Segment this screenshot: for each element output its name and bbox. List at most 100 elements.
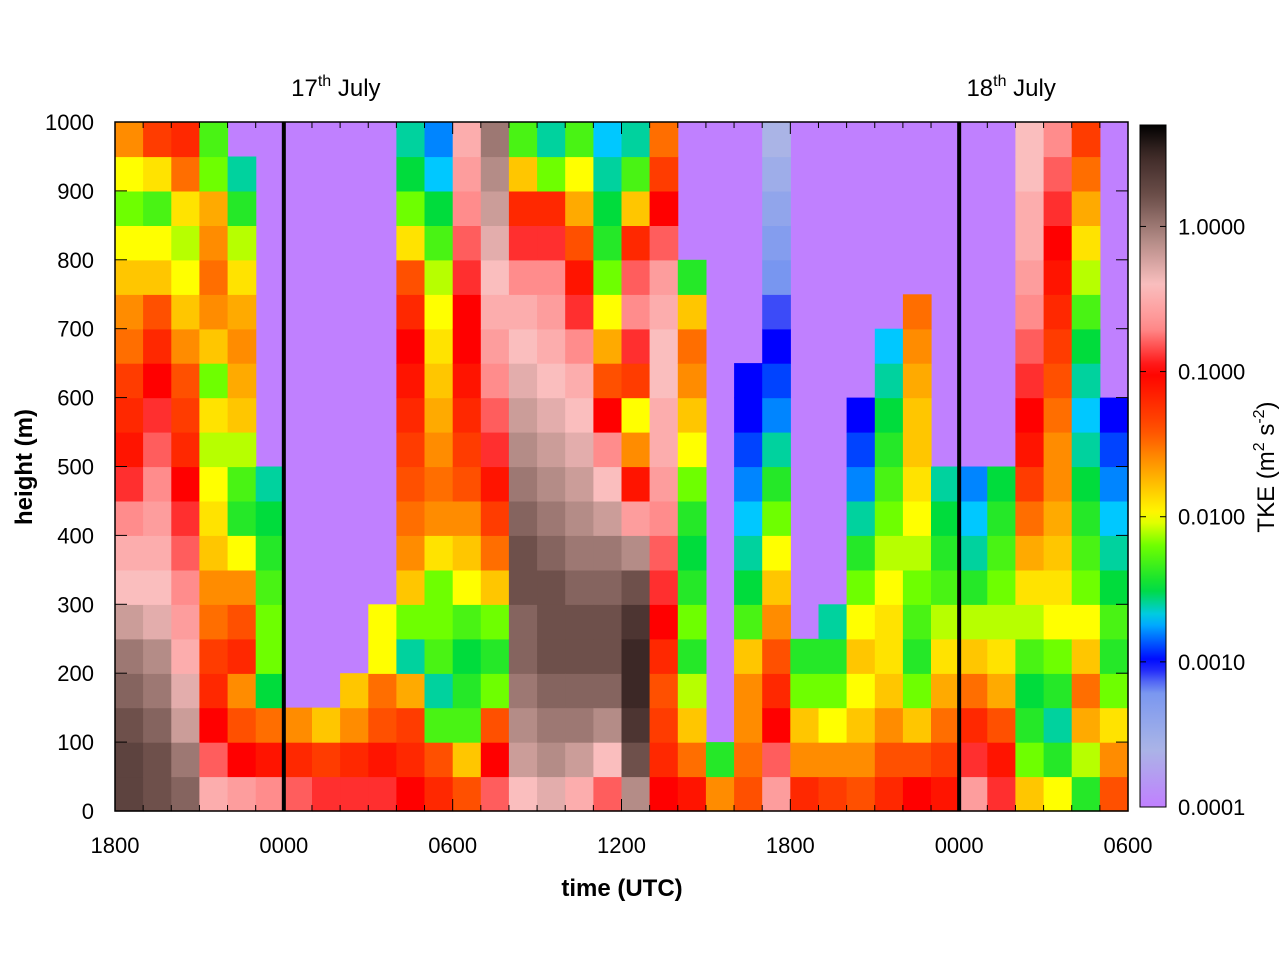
- y-axis-title: height (m): [11, 409, 38, 525]
- heatmap-cell: [368, 776, 397, 812]
- heatmap-cell: [227, 466, 257, 502]
- heatmap-cell: [762, 707, 791, 743]
- heatmap-cell: [452, 742, 482, 778]
- heatmap-cell: [480, 259, 510, 295]
- heatmap-cell: [705, 742, 735, 778]
- heatmap-cell: [1043, 569, 1073, 605]
- heatmap-cell: [115, 466, 144, 502]
- heatmap-cell: [115, 190, 144, 226]
- heatmap-cell: [115, 535, 144, 571]
- heatmap-cell: [902, 432, 932, 468]
- heatmap-cell: [621, 500, 651, 536]
- heatmap-cell: [396, 707, 426, 743]
- heatmap-cell: [199, 294, 229, 330]
- heatmap-cell: [480, 500, 510, 536]
- heatmap-cell: [452, 363, 482, 399]
- heatmap-cell: [143, 294, 172, 330]
- heatmap-cell: [480, 707, 510, 743]
- heatmap-cell: [227, 432, 257, 468]
- heatmap-cell: [677, 776, 707, 812]
- heatmap-cell: [227, 363, 257, 399]
- heatmap-cell: [649, 466, 679, 502]
- heatmap-cell: [565, 363, 594, 399]
- heatmap-cell: [255, 604, 285, 640]
- heatmap-cell: [902, 776, 932, 812]
- heatmap-cell: [649, 673, 679, 709]
- heatmap-cell: [621, 363, 651, 399]
- heatmap-cell: [171, 638, 200, 674]
- heatmap-cell: [1015, 156, 1045, 192]
- heatmap-cell: [1043, 638, 1073, 674]
- heatmap-cell: [846, 500, 876, 536]
- colorbar-title-mid: s: [1253, 424, 1280, 443]
- heatmap-cell: [621, 328, 651, 364]
- heatmap-cell: [480, 673, 510, 709]
- heatmap-cell: [902, 500, 932, 536]
- heatmap-cell: [508, 122, 538, 158]
- heatmap-cell: [565, 432, 594, 468]
- heatmap-cell: [199, 328, 229, 364]
- heatmap-cell: [762, 225, 791, 261]
- heatmap-cell: [621, 569, 651, 605]
- heatmap-cell: [649, 190, 679, 226]
- heatmap-cell: [255, 638, 285, 674]
- heatmap-cell: [143, 259, 172, 295]
- heatmap-cell: [1043, 604, 1073, 640]
- heatmap-cell: [734, 742, 763, 778]
- heatmap-cell: [199, 742, 229, 778]
- heatmap-cell: [1071, 122, 1101, 158]
- heatmap-cell: [452, 776, 482, 812]
- heatmap-cell: [1043, 156, 1073, 192]
- heatmap-cell: [508, 604, 538, 640]
- heatmap-cell: [593, 673, 623, 709]
- heatmap-cell: [368, 742, 397, 778]
- heatmap-cell: [115, 742, 144, 778]
- heatmap-cell: [1015, 363, 1045, 399]
- heatmap-cell: [1043, 328, 1073, 364]
- heatmap-cell: [115, 776, 144, 812]
- heatmap-cell: [424, 294, 454, 330]
- heatmap-cell: [1099, 742, 1129, 778]
- heatmap-cell: [931, 776, 960, 812]
- heatmap-cell: [227, 776, 257, 812]
- heatmap-cell: [931, 638, 960, 674]
- heatmap-cell: [790, 707, 819, 743]
- heatmap-cell: [424, 776, 454, 812]
- heatmap-cell: [480, 225, 510, 261]
- heatmap-cell: [537, 673, 566, 709]
- heatmap-cell: [902, 742, 932, 778]
- heatmap-cell: [143, 466, 172, 502]
- heatmap-cell: [1015, 190, 1045, 226]
- heatmap-cell: [199, 569, 229, 605]
- heatmap-cell: [959, 466, 988, 502]
- heatmap-cell: [762, 156, 791, 192]
- heatmap-cell: [396, 225, 426, 261]
- day-label: 17th July: [291, 73, 380, 102]
- heatmap-cell: [312, 707, 341, 743]
- heatmap-cell: [1015, 707, 1045, 743]
- heatmap-cell: [565, 673, 594, 709]
- heatmap-cell: [283, 707, 313, 743]
- heatmap-cell: [171, 776, 200, 812]
- heatmap-cell: [734, 604, 763, 640]
- heatmap-cell: [987, 500, 1016, 536]
- y-tick-label: 100: [57, 730, 94, 755]
- x-tick-label: 0000: [935, 833, 984, 858]
- heatmap-cell: [452, 569, 482, 605]
- heatmap-cell: [508, 328, 538, 364]
- heatmap-cell: [677, 363, 707, 399]
- heatmap-cell: [846, 638, 876, 674]
- heatmap-cell: [143, 225, 172, 261]
- heatmap-cell: [621, 466, 651, 502]
- heatmap-cell: [874, 397, 904, 433]
- heatmap-cell: [115, 500, 144, 536]
- y-tick-label: 1000: [45, 110, 94, 135]
- heatmap-cell: [171, 500, 200, 536]
- heatmap-cell: [959, 742, 988, 778]
- colorbar-title-suffix: ): [1253, 401, 1280, 409]
- heatmap-cell: [1099, 604, 1129, 640]
- heatmap-cell: [452, 432, 482, 468]
- heatmap-cell: [1099, 673, 1129, 709]
- heatmap-cell: [171, 122, 200, 158]
- heatmap-cell: [874, 500, 904, 536]
